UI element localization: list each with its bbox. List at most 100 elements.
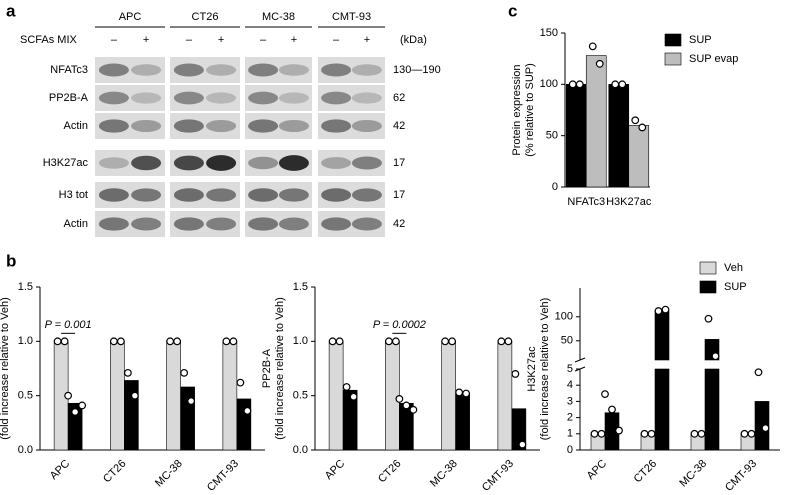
- treatment-mark: –: [186, 34, 193, 46]
- blot-band: [248, 156, 279, 170]
- cell-line-label: CT26: [192, 11, 219, 23]
- axis-break: [574, 357, 586, 363]
- treatment-mark: +: [364, 34, 370, 46]
- data-point: [166, 337, 175, 346]
- y-axis-label: H3K27ac: [526, 346, 538, 392]
- bar: [328, 341, 344, 451]
- blot-band: [321, 63, 352, 77]
- data-point: [597, 429, 606, 438]
- data-point: [518, 440, 527, 449]
- blot-band: [278, 92, 309, 104]
- blot-band: [206, 155, 237, 171]
- kda-label: 62: [393, 92, 405, 104]
- y-tick-label: 3: [567, 395, 573, 407]
- data-point: [455, 388, 464, 397]
- data-point: [236, 378, 245, 387]
- blot-band: [173, 217, 204, 231]
- legend-swatch: [699, 261, 717, 275]
- data-point: [448, 337, 457, 346]
- data-point: [53, 337, 62, 346]
- data-point: [180, 368, 189, 377]
- data-point: [328, 337, 337, 346]
- p-value: P = 0.001: [45, 319, 92, 331]
- y-tick-label: 2: [567, 412, 573, 424]
- legend-label: SUP: [689, 34, 712, 46]
- y-axis-label: (% relative to SUP): [524, 63, 536, 157]
- legend-swatch: [664, 33, 682, 47]
- blot-band: [131, 92, 162, 104]
- x-tick-label: CT26: [376, 458, 404, 486]
- bar: [497, 341, 513, 451]
- row-label: H3 tot: [59, 189, 88, 201]
- data-point: [109, 337, 118, 346]
- row-label: Actin: [64, 218, 88, 230]
- bar: [110, 341, 125, 451]
- row-label: Actin: [64, 120, 88, 132]
- cell-line-label: MC-38: [262, 11, 295, 23]
- blot-band: [173, 188, 204, 202]
- row-label: PP2B-A: [49, 92, 89, 104]
- data-point: [116, 337, 125, 346]
- unit-label: (kDa): [400, 34, 427, 46]
- data-point: [349, 392, 358, 401]
- bar: [585, 55, 607, 188]
- treatment-mark: –: [111, 34, 118, 46]
- data-point: [462, 389, 471, 398]
- legend-swatch: [699, 280, 717, 294]
- data-point: [229, 337, 238, 346]
- data-point: [631, 116, 640, 125]
- data-point: [647, 429, 656, 438]
- bar: [565, 84, 587, 188]
- bar: [166, 341, 181, 451]
- bar: [180, 386, 195, 451]
- bar: [67, 402, 83, 451]
- blot-band: [173, 63, 204, 77]
- kda-label: 130—190: [393, 64, 441, 76]
- data-point: [761, 424, 770, 433]
- blot-band: [173, 119, 204, 133]
- blot-band: [173, 155, 204, 171]
- y-tick-label: 1.0: [18, 335, 33, 347]
- data-point: [384, 337, 393, 346]
- blot-band: [98, 63, 129, 77]
- data-point: [661, 305, 670, 314]
- data-point: [595, 59, 604, 68]
- blot-strip: [170, 85, 240, 111]
- data-point: [395, 395, 404, 403]
- data-point: [638, 123, 647, 132]
- data-point: [575, 80, 584, 89]
- blot-band: [351, 156, 382, 170]
- bar: [124, 380, 139, 451]
- panel-label: a: [6, 1, 16, 20]
- blot-band: [98, 119, 129, 133]
- data-point: [187, 397, 196, 406]
- data-point: [71, 408, 80, 416]
- data-point: [711, 352, 720, 361]
- blot-band: [248, 119, 279, 133]
- blot-band: [278, 188, 309, 202]
- kda-label: 42: [393, 120, 405, 132]
- treatment-mark: +: [218, 34, 224, 46]
- data-point: [511, 370, 520, 378]
- x-tick-label: MC-38: [677, 458, 709, 490]
- y-tick-label: 1.5: [293, 281, 308, 293]
- blot-strip: [95, 85, 165, 111]
- panel-label: b: [6, 251, 16, 270]
- blot-band: [98, 157, 129, 169]
- data-point: [754, 368, 763, 377]
- y-tick-label: 100: [555, 311, 573, 323]
- blot-band: [98, 188, 129, 202]
- bar: [455, 393, 470, 451]
- data-point: [697, 429, 706, 438]
- data-point: [618, 80, 627, 89]
- y-tick-label: 150: [540, 27, 558, 39]
- bar: [628, 125, 650, 188]
- y-tick-label: 0.0: [293, 444, 308, 456]
- data-point: [611, 80, 620, 89]
- data-point: [740, 429, 749, 438]
- blot-band: [206, 92, 237, 104]
- y-tick-label: 0: [552, 181, 558, 193]
- row-label: NFATc3: [50, 64, 88, 76]
- data-point: [64, 391, 73, 400]
